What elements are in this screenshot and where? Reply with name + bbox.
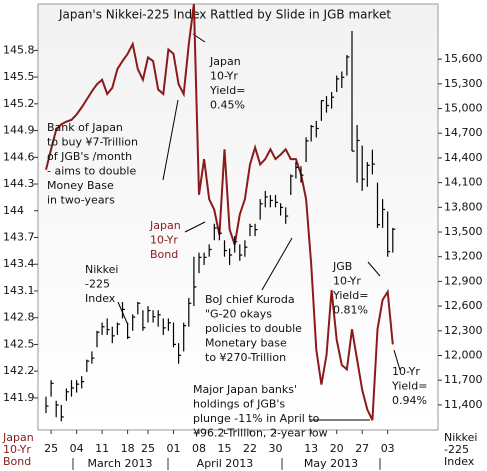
annotation: ¥96.2-Trillion, 2-year low (193, 427, 328, 440)
y2-axis-label: Index (444, 455, 475, 468)
y2-tick-label: 15,600 (444, 52, 483, 65)
annotation: 10-Yr (210, 70, 238, 83)
y-tick-label: 141.9 (3, 391, 35, 404)
annotation: 0.45% (210, 99, 245, 112)
month-label: March 2013 (87, 457, 152, 470)
annotation: Yield= (391, 380, 427, 393)
annotation: Nikkei (85, 263, 118, 276)
annotation: Bank of Japan (47, 121, 123, 134)
annotation: JGB (332, 260, 352, 273)
annotation: 0.94% (392, 394, 427, 407)
x-tick-label: 04 (70, 442, 84, 455)
leader-line (184, 221, 206, 233)
annotation: in two-years (47, 194, 115, 207)
y2-tick-label: 12,900 (444, 274, 483, 287)
y-tick-label: 142.5 (3, 337, 35, 350)
y2-tick-label: 12,300 (444, 324, 483, 337)
x-tick-label: 08 (192, 442, 206, 455)
x-tick-label: 03 (381, 442, 395, 455)
annotation: -225 (85, 278, 110, 291)
annotation: BoJ chief Kuroda (205, 293, 295, 306)
y2-tick-label: 11,700 (444, 373, 483, 386)
annotation: to ¥270-Trillion (205, 351, 286, 364)
y2-tick-label: 12,000 (444, 349, 483, 362)
annotation: Index (85, 292, 116, 305)
y-tick-label: 143.4 (3, 257, 35, 270)
leader-line (367, 261, 381, 277)
y-tick-label: 143.7 (3, 230, 35, 243)
y2-tick-label: 14,100 (444, 176, 483, 189)
annotation: Yield= (209, 84, 245, 97)
y2-tick-label: 15,300 (444, 77, 483, 90)
annotation: to buy ¥7-Trillion (47, 136, 138, 149)
x-tick-label: 25 (44, 442, 58, 455)
plot-area (37, 3, 439, 431)
x-tick-label: 13 (304, 442, 318, 455)
x-tick-label: 01 (167, 442, 181, 455)
leader-line (393, 349, 401, 371)
annotation: 10-Yr (392, 365, 420, 378)
y2-tick-label: 13,500 (444, 225, 483, 238)
month-separators (72, 458, 381, 470)
annotation: plunge -11% in April to (193, 412, 320, 425)
x-tick-label: 25 (141, 442, 155, 455)
x-tick-label: 22 (243, 442, 257, 455)
x-tick-label: 30 (269, 442, 283, 455)
y2-axis-label: -225 (444, 443, 469, 456)
y2-tick-label: 14,400 (444, 151, 483, 164)
y-tick-label: 144.3 (3, 177, 35, 190)
annotation: Major Japan banks' (193, 383, 297, 396)
chart-title: Japan's Nikkei-225 Index Rattled by Slid… (58, 8, 391, 22)
x-tick-label: 11 (95, 442, 109, 455)
x-tick-label: 27 (355, 442, 369, 455)
annotation: of JGB's /month (47, 150, 132, 163)
y2-tick-label: 13,200 (444, 250, 483, 263)
y-tick-label: 144.9 (3, 124, 35, 137)
y-tick-label: 145.5 (3, 70, 35, 83)
y-axis-label: 10-Yr (3, 443, 31, 456)
annotation: "G-20 okays (205, 308, 272, 321)
y-tick-label: 144 (3, 204, 24, 217)
annotation: 0.81% (333, 304, 368, 317)
annotation: Yield= (332, 289, 368, 302)
annotation: - aims to double (47, 165, 136, 178)
y-axis-label: Bond (3, 455, 31, 468)
leader-line (162, 99, 179, 181)
y2-tick-label: 13,800 (444, 200, 483, 213)
x-tick-label: 18 (121, 442, 135, 455)
annotation: 10-Yr (150, 234, 178, 247)
y2-tick-label: 11,400 (444, 398, 483, 411)
annotation: Japan (209, 55, 241, 68)
annotation: holdings of JGB's (193, 398, 285, 411)
y2-tick-label: 12,600 (444, 299, 483, 312)
y-axis-label: Japan (2, 431, 34, 444)
annotation: Bond (150, 248, 178, 261)
month-label: April 2013 (197, 457, 254, 470)
annotation: policies to double (205, 322, 302, 335)
y-tick-label: 145.8 (3, 43, 35, 56)
x-tick-label: 20 (330, 442, 344, 455)
y-tick-label: 144.6 (3, 150, 35, 163)
y2-tick-label: 14,700 (444, 126, 483, 139)
ohlc-bars (45, 31, 396, 422)
y-tick-label: 145.2 (3, 97, 35, 110)
leader-line (261, 237, 293, 291)
y2-axis-label: Nikkei (444, 431, 477, 444)
month-label: May 2013 (304, 457, 358, 470)
y-tick-label: 143.1 (3, 284, 35, 297)
y2-tick-label: 15,000 (444, 102, 483, 115)
annotation: Japan (149, 219, 181, 232)
annotation: Monetary base (205, 337, 287, 350)
annotation: 10-Yr (333, 275, 361, 288)
y-tick-label: 142.8 (3, 311, 35, 324)
y-tick-label: 142.2 (3, 364, 35, 377)
annotation: Money Base (47, 179, 114, 192)
x-tick-label: 15 (218, 442, 232, 455)
